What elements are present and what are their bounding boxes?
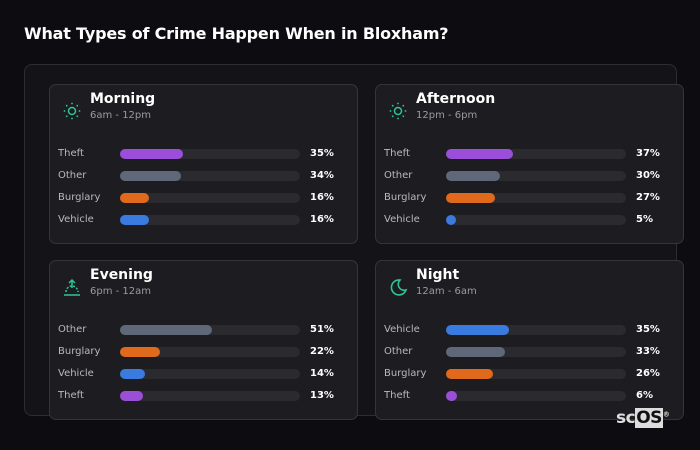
bar-label: Vehicle (58, 368, 94, 379)
bar-fill (446, 193, 495, 203)
bar-fill (446, 325, 509, 335)
bar-track (446, 171, 626, 181)
bar-label: Burglary (58, 192, 101, 203)
bar-fill (446, 149, 513, 159)
bar-track (446, 215, 626, 225)
card-morning: Morning 6am - 12pm Theft 35% Other 34% B… (49, 84, 358, 244)
bar-fill (446, 215, 456, 225)
bar-value: 16% (310, 214, 334, 225)
bar-track (446, 325, 626, 335)
bar-value: 14% (310, 368, 334, 379)
bar-value: 33% (636, 346, 660, 357)
bar-fill (446, 347, 506, 357)
bar-track (120, 193, 300, 203)
bar-value: 37% (636, 148, 660, 159)
bar-fill (446, 171, 500, 181)
bar-row: Burglary 26% (384, 367, 674, 381)
sunset-icon (64, 278, 80, 296)
bar-track (446, 149, 626, 159)
bar-label: Other (58, 324, 87, 335)
card-night: Night 12am - 6am Vehicle 35% Other 33% B… (375, 260, 684, 420)
bar-row: Theft 13% (58, 389, 348, 403)
bar-fill (120, 149, 183, 159)
bar-track (120, 171, 300, 181)
bar-value: 13% (310, 390, 334, 401)
bar-row: Vehicle 16% (58, 213, 348, 227)
bar-label: Vehicle (58, 214, 94, 225)
bar-value: 27% (636, 192, 660, 203)
bar-fill (120, 347, 160, 357)
bar-label: Vehicle (384, 214, 420, 225)
page-title: What Types of Crime Happen When in Bloxh… (24, 24, 449, 43)
scos-logo: scOS® (616, 408, 670, 428)
card-time-range: 12am - 6am (416, 286, 477, 297)
bar-label: Theft (384, 390, 410, 401)
bar-row: Vehicle 35% (384, 323, 674, 337)
card-title: Evening (90, 267, 153, 283)
bar-label: Theft (58, 390, 84, 401)
bar-row: Theft 37% (384, 147, 674, 161)
bar-row: Theft 6% (384, 389, 674, 403)
bar-row: Theft 35% (58, 147, 348, 161)
bar-label: Theft (384, 148, 410, 159)
card-title: Morning (90, 91, 156, 107)
bar-row: Vehicle 5% (384, 213, 674, 227)
bar-label: Other (384, 170, 413, 181)
bar-fill (120, 171, 182, 181)
bar-label: Burglary (384, 368, 427, 379)
sun-icon (389, 102, 407, 120)
bar-fill (446, 391, 457, 401)
bar-row: Other 34% (58, 169, 348, 183)
bar-track (120, 325, 300, 335)
bar-row: Other 33% (384, 345, 674, 359)
bar-row: Vehicle 14% (58, 367, 348, 381)
bar-value: 35% (310, 148, 334, 159)
card-afternoon: Afternoon 12pm - 6pm Theft 37% Other 30%… (375, 84, 684, 244)
bar-label: Other (384, 346, 413, 357)
bar-track (120, 391, 300, 401)
bar-label: Theft (58, 148, 84, 159)
bar-track (120, 149, 300, 159)
bar-value: 35% (636, 324, 660, 335)
bar-fill (120, 325, 212, 335)
bar-track (120, 347, 300, 357)
bar-track (120, 215, 300, 225)
bar-value: 51% (310, 324, 334, 335)
bar-track (446, 391, 626, 401)
bar-row: Other 51% (58, 323, 348, 337)
bar-value: 22% (310, 346, 334, 357)
bar-row: Burglary 22% (58, 345, 348, 359)
card-title: Afternoon (416, 91, 496, 107)
bar-fill (120, 193, 149, 203)
bar-label: Burglary (58, 346, 101, 357)
card-evening: Evening 6pm - 12am Other 51% Burglary 22… (49, 260, 358, 420)
bar-row: Burglary 27% (384, 191, 674, 205)
bar-label: Burglary (384, 192, 427, 203)
bar-label: Other (58, 170, 87, 181)
bar-track (446, 369, 626, 379)
bar-row: Other 30% (384, 169, 674, 183)
moon-icon (390, 279, 408, 296)
card-time-range: 12pm - 6pm (416, 110, 478, 121)
bar-fill (120, 391, 144, 401)
card-title: Night (416, 267, 460, 283)
bar-fill (120, 215, 149, 225)
bar-fill (120, 369, 146, 379)
card-time-range: 6am - 12pm (90, 110, 152, 121)
bar-track (446, 193, 626, 203)
bar-value: 26% (636, 368, 660, 379)
card-time-range: 6pm - 12am (90, 286, 152, 297)
bar-track (446, 347, 626, 357)
bar-value: 5% (636, 214, 653, 225)
bar-row: Burglary 16% (58, 191, 348, 205)
bar-value: 6% (636, 390, 653, 401)
bar-fill (446, 369, 493, 379)
bar-label: Vehicle (384, 324, 420, 335)
bar-value: 30% (636, 170, 660, 181)
bar-value: 16% (310, 192, 334, 203)
sun-icon (63, 102, 81, 120)
bar-value: 34% (310, 170, 334, 181)
bar-track (120, 369, 300, 379)
